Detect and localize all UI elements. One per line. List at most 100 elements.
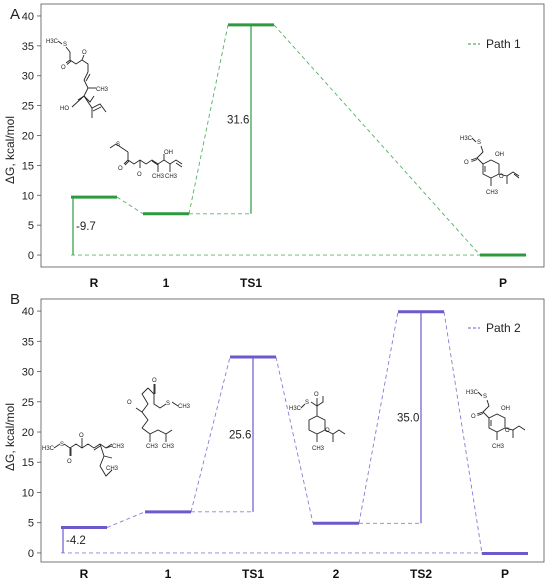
y-tick-label: 25	[22, 397, 34, 409]
structure-b-r: H3C S O O CH3 CH3	[42, 433, 125, 477]
y-tick-label: 10	[22, 487, 34, 499]
svg-text:CH3: CH3	[312, 446, 325, 452]
difference-label: -9.7	[76, 221, 96, 233]
svg-text:CH3: CH3	[146, 444, 159, 450]
panel-b-category-labels: R 1 TS1 2 TS2 P	[80, 567, 509, 581]
panel-b-y-axis: 0 5 10 15 20 25 30 35 40	[22, 306, 41, 560]
y-tick-label: 5	[28, 518, 34, 530]
svg-text:S: S	[305, 400, 309, 406]
difference-label: 25.6	[229, 429, 251, 441]
structure-b-1: O S CH3 O CH3 CH3	[127, 378, 191, 450]
svg-text:CH3: CH3	[165, 174, 178, 180]
panel-b-levels	[61, 310, 528, 556]
svg-text:H3C: H3C	[466, 390, 479, 396]
difference-label: -4.2	[66, 535, 86, 547]
panel-b: B ΔG, kcal/mol 0 5 10 15 20 25 30 35 40 -4.2 25.6…	[3, 291, 545, 581]
svg-text:H3C: H3C	[42, 446, 55, 452]
panel-b-annotations: -4.2 25.6 35.0	[62, 311, 422, 553]
y-tick-label: 5	[28, 220, 34, 232]
y-tick-label: 35	[22, 41, 34, 53]
panel-a-ylabel: ΔG, kcal/mol	[3, 116, 17, 184]
y-tick-label: 35	[22, 336, 34, 348]
svg-text:O: O	[127, 400, 132, 406]
svg-text:OH: OH	[501, 406, 510, 412]
y-tick-label: 15	[22, 160, 34, 172]
svg-text:O: O	[118, 166, 123, 172]
svg-text:H3C: H3C	[46, 39, 59, 45]
svg-text:OH: OH	[164, 150, 173, 156]
y-tick-label: 0	[28, 548, 34, 560]
y-tick-label: 20	[22, 131, 34, 143]
category-label: R	[80, 567, 89, 581]
category-label: TS1	[240, 276, 262, 290]
svg-text:CH3: CH3	[106, 466, 119, 472]
category-label: 1	[165, 567, 172, 581]
svg-text:CH3: CH3	[178, 404, 191, 410]
svg-text:S: S	[60, 442, 64, 448]
legend-label-path-1: Path 1	[486, 37, 521, 51]
category-label: TS1	[242, 567, 264, 581]
svg-text:O: O	[67, 459, 72, 465]
panel-b-legend: Path 2	[468, 321, 521, 335]
category-label: P	[499, 276, 507, 290]
category-label: 2	[333, 567, 340, 581]
svg-text:O: O	[79, 433, 84, 439]
svg-text:S: S	[63, 42, 67, 48]
y-tick-label: 20	[22, 427, 34, 439]
difference-label: 35.0	[397, 413, 419, 425]
svg-text:O: O	[471, 414, 476, 420]
svg-text:O: O	[137, 172, 142, 178]
level-connector	[275, 356, 314, 524]
svg-text:O: O	[464, 160, 469, 166]
panel-a-connectors	[71, 24, 481, 256]
svg-text:S: S	[116, 142, 120, 148]
panel-a: A ΔG, kcal/mol 0 5 10 15 20 25 30 35 40 -9.7 31.6…	[3, 3, 545, 290]
category-label: 1	[163, 276, 170, 290]
category-label: TS2	[410, 567, 432, 581]
y-tick-label: 15	[22, 457, 34, 469]
panel-a-label: A	[10, 6, 20, 23]
svg-text:O: O	[61, 65, 66, 71]
svg-text:CH3: CH3	[492, 444, 505, 450]
structure-b-p: H3C S O OH O CH3	[466, 390, 526, 450]
panel-b-label: B	[10, 291, 20, 308]
y-tick-label: 30	[22, 367, 34, 379]
difference-label: 31.6	[227, 114, 249, 126]
category-label: R	[90, 276, 99, 290]
structure-a-1: S O O CH3 OH CH3	[109, 142, 183, 180]
structure-a-r: H3C S O O CH3 HO	[46, 39, 109, 118]
y-tick-label: 25	[22, 101, 34, 113]
panel-b-ylabel: ΔG, kcal/mol	[3, 403, 17, 471]
svg-text:O: O	[82, 50, 87, 56]
y-tick-label: 30	[22, 71, 34, 83]
category-label: P	[501, 567, 509, 581]
level-connector	[188, 24, 229, 214]
level-connector	[273, 24, 481, 256]
y-tick-label: 40	[22, 11, 34, 23]
panel-b-frame	[40, 298, 545, 563]
level-connector	[190, 356, 231, 512]
svg-text:CH3: CH3	[162, 444, 175, 450]
svg-text:S: S	[166, 401, 170, 407]
panel-a-y-axis: 0 5 10 15 20 25 30 35 40	[22, 11, 41, 262]
legend-label-path-2: Path 2	[486, 321, 521, 335]
y-tick-label: 40	[22, 306, 34, 318]
level-connector	[443, 311, 483, 554]
svg-text:CH3: CH3	[152, 174, 165, 180]
svg-text:CH3: CH3	[112, 444, 125, 450]
svg-text:CH3: CH3	[486, 190, 499, 196]
svg-text:H3C: H3C	[289, 406, 302, 412]
svg-text:O: O	[314, 392, 319, 398]
svg-text:CH3: CH3	[96, 87, 109, 93]
svg-text:S: S	[477, 140, 481, 146]
structure-b-2: H3C S O O CH3	[289, 392, 346, 452]
level-connector	[116, 196, 144, 215]
level-connector	[106, 511, 146, 528]
y-tick-label: 10	[22, 190, 34, 202]
panel-a-legend: Path 1	[468, 37, 521, 51]
panel-a-annotations: -9.7 31.6	[72, 24, 252, 256]
y-tick-label: 0	[28, 250, 34, 262]
svg-text:S: S	[483, 394, 487, 400]
panel-a-levels	[71, 23, 526, 257]
